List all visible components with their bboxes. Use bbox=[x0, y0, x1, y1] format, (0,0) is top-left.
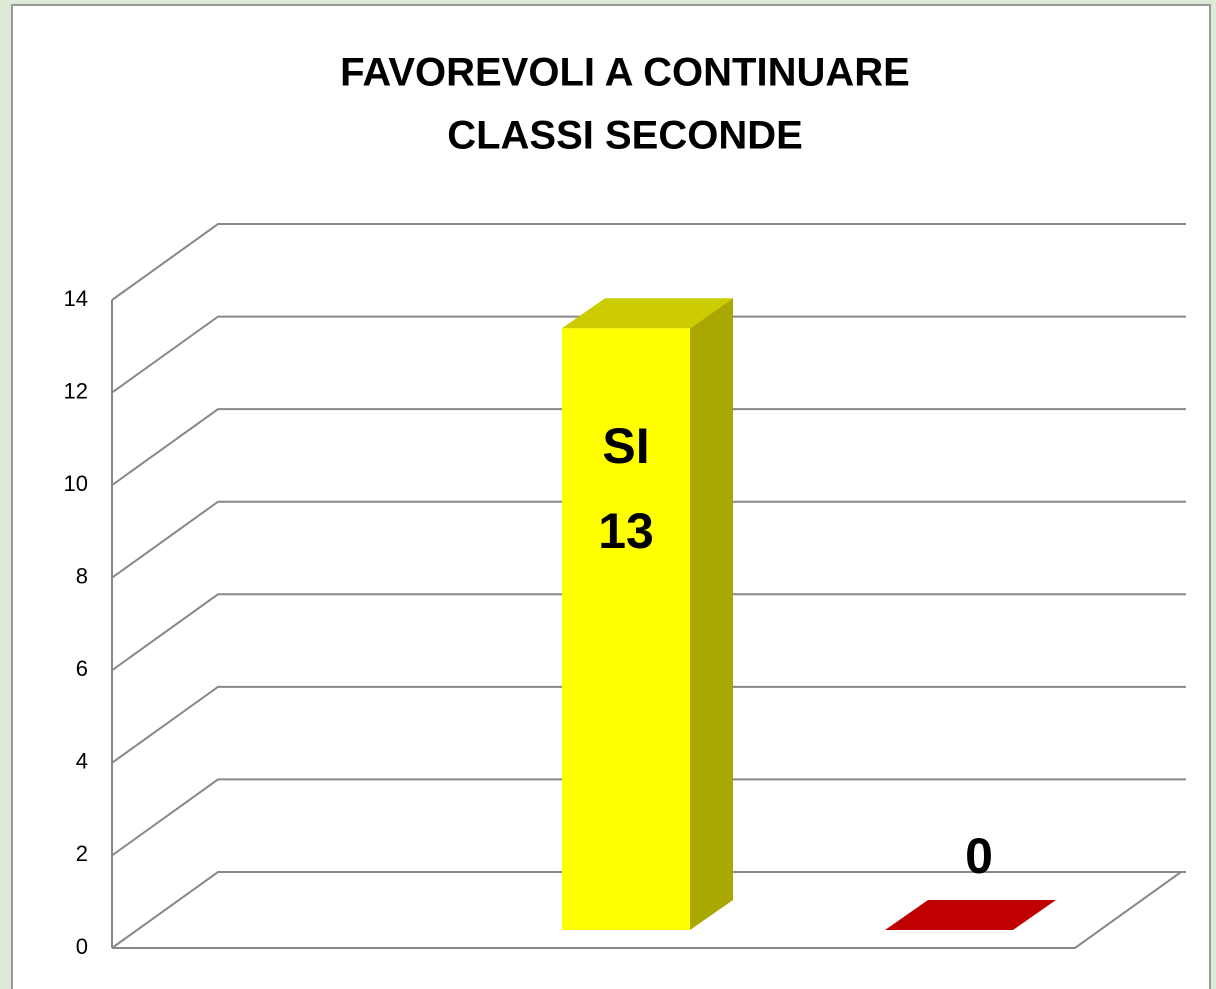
grid-line bbox=[111, 500, 1186, 579]
chart-title: CLASSI SECONDE bbox=[447, 114, 803, 158]
grid-line bbox=[111, 685, 1186, 764]
y-tick-label: 4 bbox=[76, 749, 88, 774]
grid-line bbox=[111, 871, 1186, 949]
chart-title: FAVOREVOLI A CONTINUARE bbox=[340, 51, 910, 95]
y-tick-label: 0 bbox=[76, 934, 88, 959]
category-label: SI bbox=[602, 418, 649, 474]
bar-top bbox=[562, 298, 733, 329]
grid-line bbox=[111, 408, 1186, 486]
grid-line bbox=[111, 315, 1186, 394]
bar-top bbox=[885, 900, 1056, 930]
bar-front bbox=[562, 328, 690, 930]
y-tick-label: 8 bbox=[76, 564, 88, 589]
bar-top-shade bbox=[562, 298, 733, 329]
bar-side-base bbox=[690, 298, 733, 930]
y-tick-label: 12 bbox=[64, 378, 88, 403]
value-label: 13 bbox=[598, 503, 654, 559]
grid-line bbox=[111, 778, 1186, 857]
bar-side bbox=[690, 298, 733, 930]
y-tick-label: 10 bbox=[64, 471, 88, 496]
y-tick-label: 2 bbox=[76, 841, 88, 866]
bar bbox=[562, 298, 733, 930]
grid-line bbox=[111, 593, 1186, 672]
floor bbox=[112, 871, 1182, 949]
value-label: 0 bbox=[965, 828, 993, 884]
y-tick-label: 6 bbox=[76, 656, 88, 681]
grid-line bbox=[111, 223, 1186, 301]
y-tick-label: 14 bbox=[64, 286, 88, 311]
bar bbox=[885, 900, 1056, 930]
